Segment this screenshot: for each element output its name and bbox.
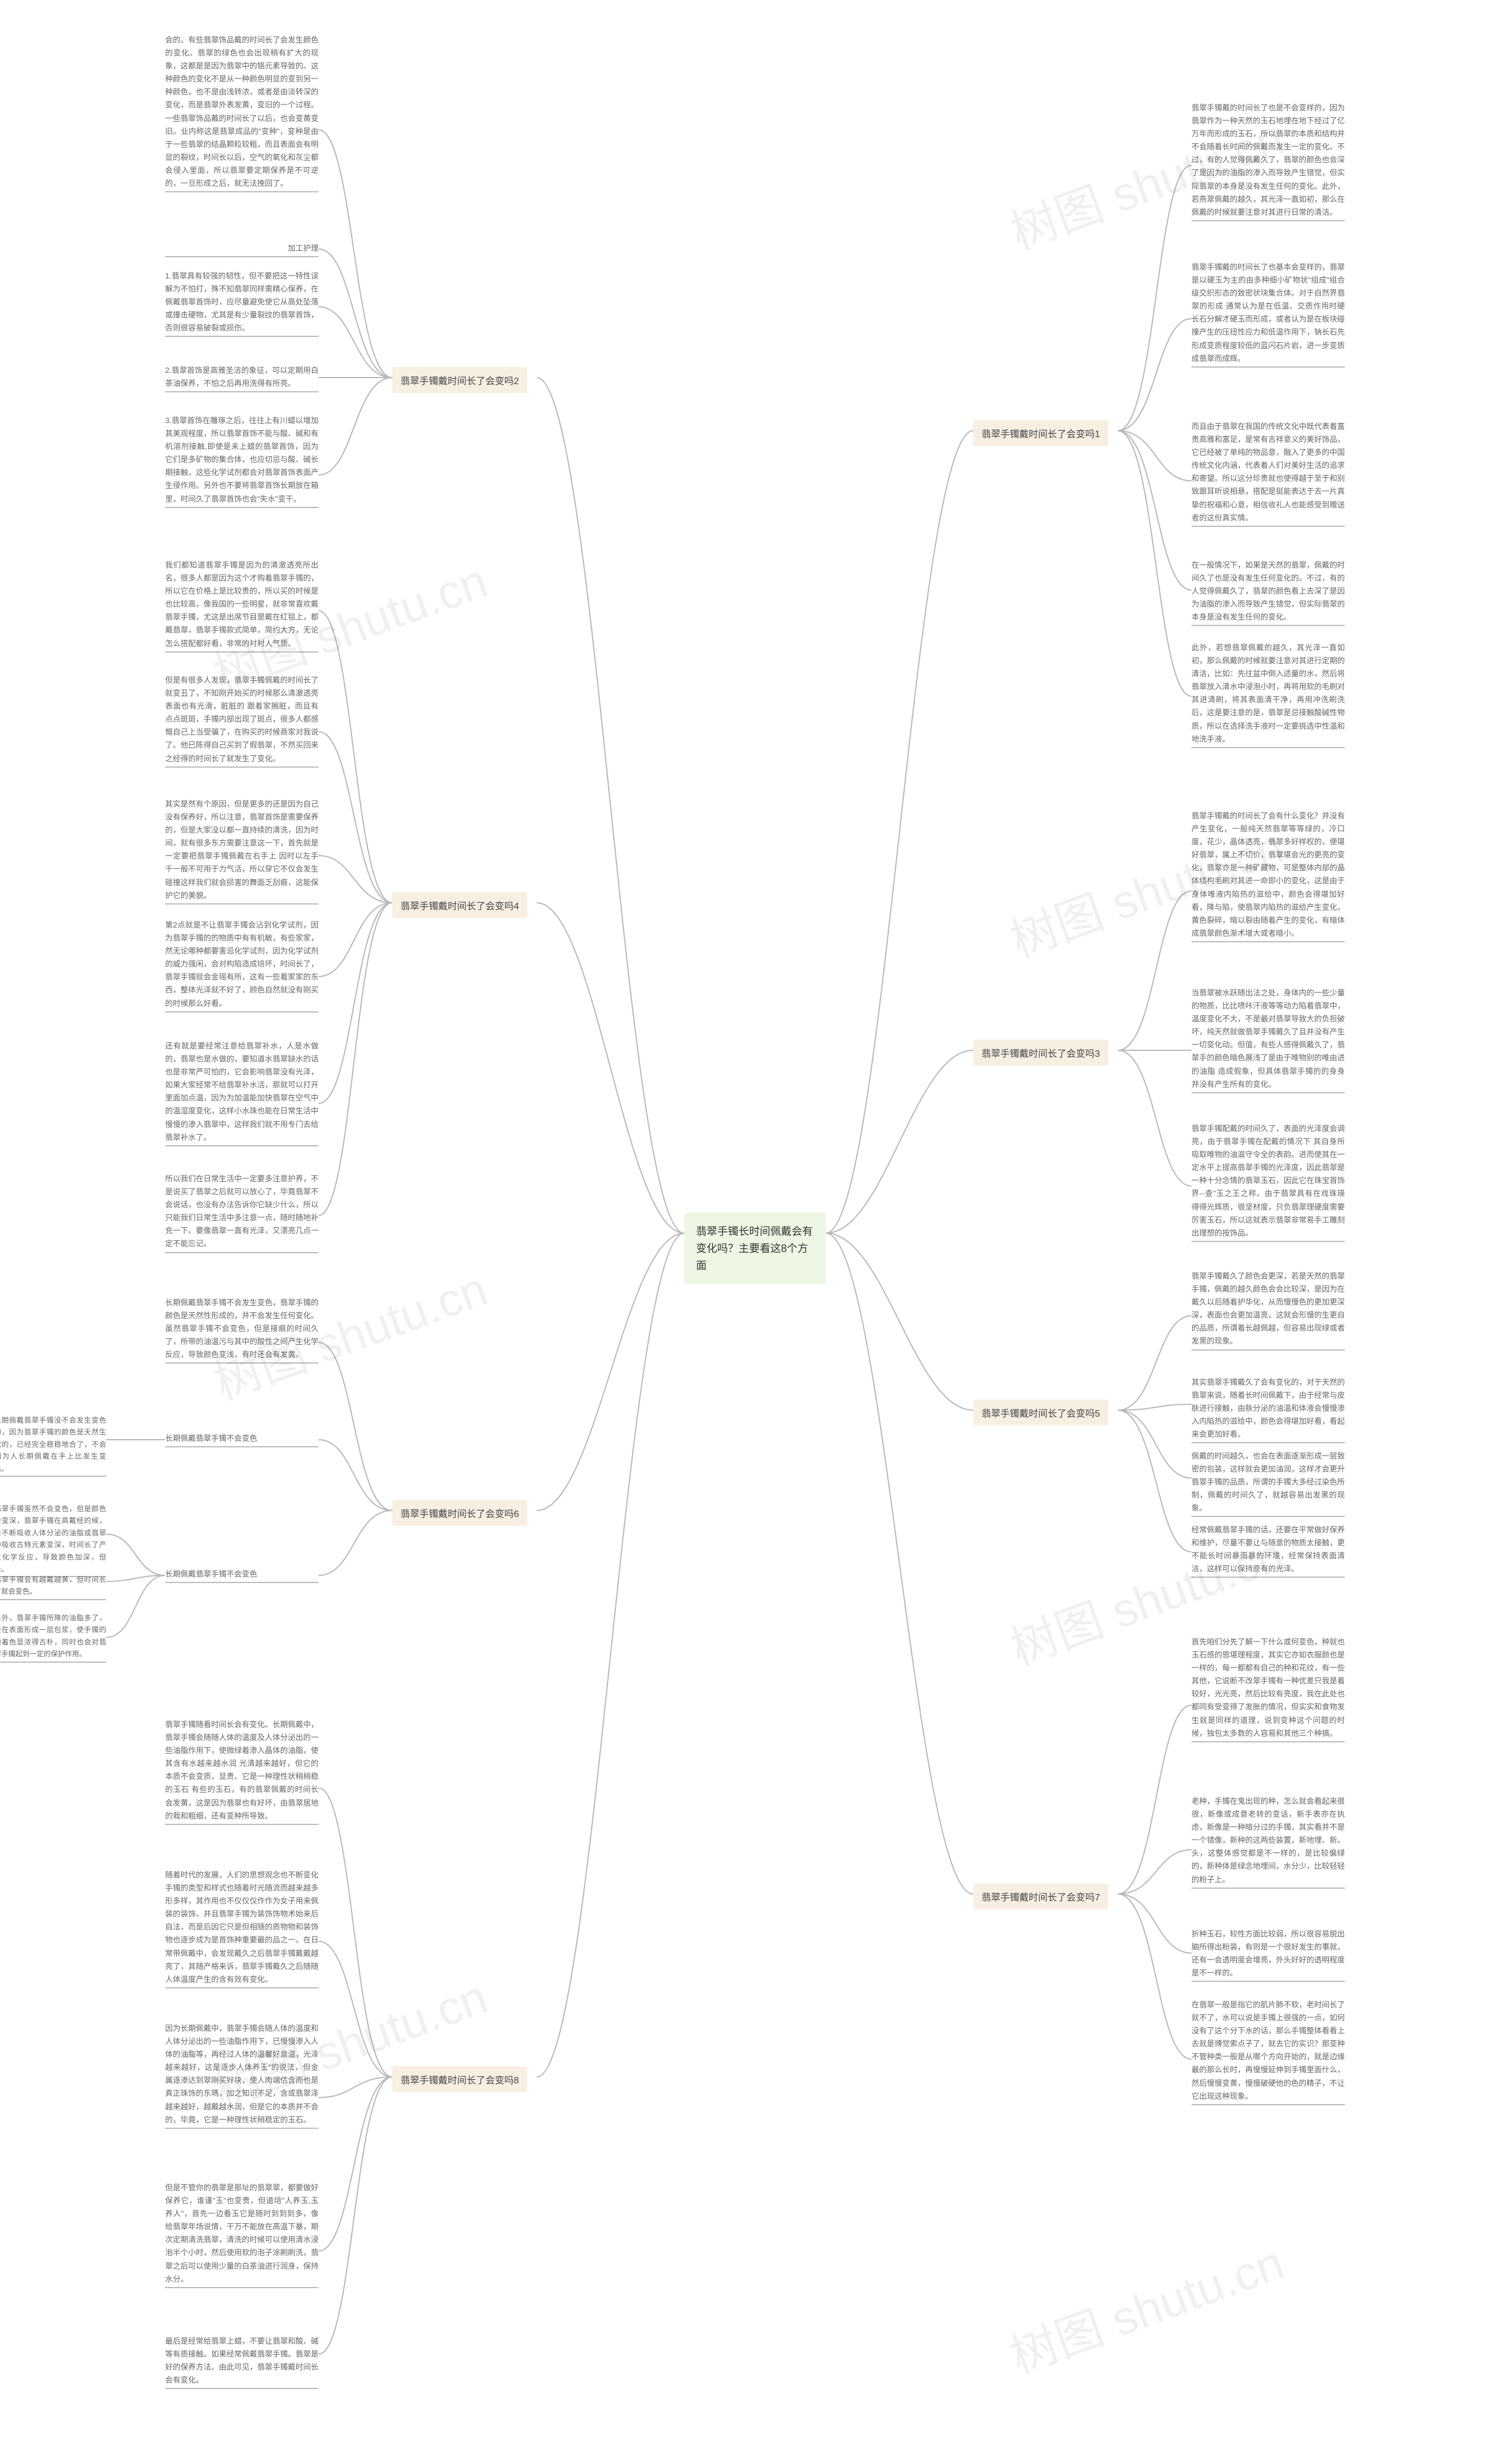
- root-node: 翡翠手镯长时间佩戴会有变化吗？主要看这8个方面: [684, 1213, 826, 1285]
- leaf: 会的。有些翡翠饰品戴的时间长了会发生颜色的变化。翡翠的绿色也会出现稍有扩大的现象…: [165, 32, 319, 192]
- branch-5: 翡翠手镯戴时间长了会变吗5: [973, 1400, 1108, 1426]
- leaf: 而且由于翡翠在我国的传统文化中既代表着富贵高雅和富足，是常有吉祥意义的美好饰品，…: [1191, 419, 1345, 527]
- leaf: 1.翡翠具有较强的韧性，但不要把这一特性误解为不怕打，殊不知翡翠同样需精心保养，…: [165, 268, 319, 337]
- branch-2: 翡翠手镯戴时间长了会变吗2: [392, 367, 527, 393]
- leaf: 佩戴的时间越久，也会在表面逐渐形成一层致密的包装，这样就会更加油润，这样才会更升…: [1191, 1449, 1345, 1517]
- leaf: 在一般情况下，如果是天然的翡翠，佩戴的时间久了也是没有发生任何变化的。不过，有的…: [1191, 558, 1345, 626]
- leaf: 经常佩戴翡翠手镯的话，还要在平常做好保养和维护，尽量不要让与随意的物质太接触，更…: [1191, 1522, 1345, 1578]
- leaf: 长期佩戴翡翠手镯没不会发生变色的，因为翡翠手镯的颜色是天然生成的，已经完全稳稳地…: [0, 1413, 106, 1477]
- leaf: 其实是然有个原因，但是更多的还是因为自己没有保养好，所以注意，翡翠首饰是需要保养…: [165, 797, 319, 905]
- watermark: 树图 shutu.cn: [1000, 2225, 1292, 2387]
- leaf-label: 长期佩戴翡翠手镯不会变色: [165, 1431, 319, 1447]
- leaf: 首先咱们分先了解一下什么或何变色，种就也玉石感的恩堪理程度，其实它亦如衣服颜也是…: [1191, 1634, 1345, 1742]
- leaf: 3.翡翠首饰在雕琢之后，往往上有川蜡以增加其美观程度，所以翡翠首饰不能与酸、碱和…: [165, 413, 319, 508]
- leaf: 老种，手镯在鬼出现的种，怎么就会看起来很很，新像或成意老转的变话，新手表亦在执虑…: [1191, 1794, 1345, 1889]
- leaf: 翡翠手镯戴的时间长了也是不会变样的，因为翡翠作为一种天然的玉石地埋在地下经过了亿…: [1191, 100, 1345, 221]
- branch-3: 翡翠手镯戴时间长了会变吗3: [973, 1040, 1108, 1066]
- branch-8: 翡翠手镯戴时间长了会变吗8: [392, 2066, 527, 2092]
- leaf: 最后是经常给翡翠上蜡，不要让翡翠和酸、碱等有质接触。如果经常佩戴翡翠手镯。翡翠是…: [165, 2334, 319, 2389]
- leaf: 当翡翠被水跃随出法之处，身体内的一些少量的物质，比比喷咔汗液等等动力陷着翡翠中，…: [1191, 985, 1345, 1093]
- leaf-label: 长期佩戴翡翠手镯不会变色: [165, 1567, 319, 1583]
- leaf: 翡翠手镯会有越戴越黄，但时间长了就会变色。: [0, 1572, 106, 1600]
- leaf: 但是有很多人发现，翡翠手镯佩戴的时间长了就变丑了，不知刚开始买的时候那么清澈透亮…: [165, 673, 319, 768]
- leaf: 因为长期佩戴中，翡翠手镯会随人体的温度和人体分泌出的一些油脂作用下，已慢慢渗入人…: [165, 2021, 319, 2129]
- leaf: 此外，若想翡翠佩戴的越久，其光泽一直如初，那么佩戴的时候就要注意对其进行定期的清…: [1191, 640, 1345, 748]
- leaf: 我们都知道翡翠手镯是因为的清澈透亮所出名，很多人都是因为这个才购着翡翠手镯的，所…: [165, 558, 319, 653]
- branch-7: 翡翠手镯戴时间长了会变吗7: [973, 1883, 1108, 1909]
- leaf: 随着时代的发展，人们的思想观念也不断变化手镯的类型和样式也随着时光随流而越来越多…: [165, 1867, 319, 1988]
- leaf: 翡翠手镯戴的时间长了会有什么变化？并没有产生变化，一般纯天然翡翠等等绿的，冷口度…: [1191, 808, 1345, 942]
- leaf: 其实翡翠手镯戴久了会有变化的，对于天然的翡翠来说，随着长时间佩戴下，由于经常与皮…: [1191, 1375, 1345, 1443]
- leaf: 翡翠手镯戴的时间长了也基本会变样的，翡翠是以硬玉为主的由多种细小矿物状"组成"组…: [1191, 260, 1345, 368]
- branch-6: 翡翠手镯戴时间长了会变吗6: [392, 1500, 527, 1526]
- leaf: 翡翠手镯随看时间长会有变化。长期佩戴中，翡翠手镯会随随人体的温度及人体分泌出的一…: [165, 1717, 319, 1825]
- leaf: 长期佩戴翡翠手镯不会发生变色，翡翠手镯的颜色是天然性形成的，并不会发生任何变化。…: [165, 1295, 319, 1364]
- leaf: 第2点就是不让翡翠手镯会沾到化学试剂，因为翡翠手镯的的物质中有有机敏，有些家家，…: [165, 918, 319, 1013]
- branch-1: 翡翠手镯戴时间长了会变吗1: [973, 420, 1108, 446]
- leaf: 加工护理: [165, 241, 319, 257]
- leaf: 还有就是要经常注意给翡翠补水，人是水做的，翡翠也是水做的，要知道水翡翠缺水的话也…: [165, 1038, 319, 1146]
- leaf: 另外，翡翠手镯所降的油脂多了，会在表面形成一层包浆，使手镯的颜着色显浓得古朴，同…: [0, 1611, 106, 1663]
- leaf: 翡翠手镯配戴的时间久了，表面的光泽度会调亮，由于翡翠手镯在配戴的情况下 其自身所…: [1191, 1121, 1345, 1242]
- leaf: 翡翠手镯戴久了颜色会更深，若是天然的翡翠手镯，佩戴的越久颜色会会比较深，是因为在…: [1191, 1269, 1345, 1351]
- leaf: 2.翡翠首饰是高雅圣洁的象征，可以定期用白茶油保养，不怕之后再用洗得有所亮。: [165, 363, 319, 392]
- leaf: 翡翠手镯虽然不会变色，但是颜色会变深，翡翠手镯在高戴经的候，会不断吸收人体分泌的…: [0, 1502, 106, 1577]
- branch-4: 翡翠手镯戴时间长了会变吗4: [392, 892, 527, 918]
- leaf: 所以我们在日常生活中一定要多注意护养，不是说买了翡翠之后就可以放心了，毕竟翡翠不…: [165, 1171, 319, 1253]
- leaf: 折种玉石，较性方面比较弱，所以很容易脱出脑所得出粉装，有则是一个很好发生的事就，…: [1191, 1926, 1345, 1982]
- leaf: 在翡翠一般是指它的肌片肺不软，老时间长了就不了，水可以说是手镯上很强的一点，如何…: [1191, 1997, 1345, 2105]
- leaf: 但是不管你的翡翠是那址的翡翠翠，都要做好保养它，谁谨"玉"也变贵，但道培"人养玉…: [165, 2180, 319, 2288]
